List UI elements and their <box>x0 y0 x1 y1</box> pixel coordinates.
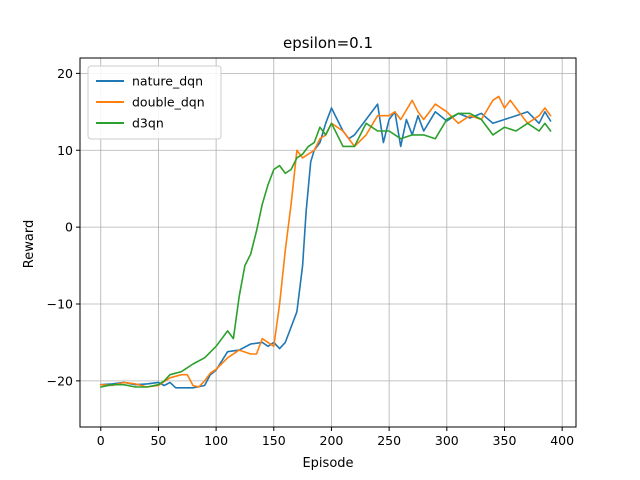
x-tick-label: 350 <box>493 433 517 448</box>
y-tick-label: 10 <box>57 143 73 158</box>
axis-ticks: 0 50 100 150 200 250 300 350 400 −20 −10 0 10 20 <box>47 66 575 448</box>
series-layer <box>100 95 552 389</box>
y-tick-label: −10 <box>47 297 73 312</box>
chart-title: epsilon=0.1 <box>283 34 373 52</box>
legend-label: d3qn <box>132 116 164 131</box>
series-line-d3qn <box>100 112 552 388</box>
x-tick-label: 150 <box>262 433 286 448</box>
y-tick-label: 20 <box>57 66 73 81</box>
x-tick-label: 250 <box>377 433 401 448</box>
x-tick-label: 100 <box>204 433 228 448</box>
y-axis-label: Reward <box>22 220 37 268</box>
legend-label: double_dqn <box>132 95 205 110</box>
x-tick-label: 300 <box>435 433 459 448</box>
legend: nature_dqn double_dqn d3qn <box>87 65 222 140</box>
legend-box <box>87 65 222 140</box>
y-tick-label: 0 <box>65 220 73 235</box>
legend-label: nature_dqn <box>132 74 203 89</box>
plot-frame <box>79 57 577 428</box>
x-axis-label: Episode <box>302 456 353 471</box>
y-tick-label: −20 <box>47 373 73 388</box>
x-tick-label: 0 <box>97 433 105 448</box>
x-tick-label: 200 <box>320 433 344 448</box>
x-tick-label: 50 <box>150 433 166 448</box>
x-tick-label: 400 <box>550 433 574 448</box>
